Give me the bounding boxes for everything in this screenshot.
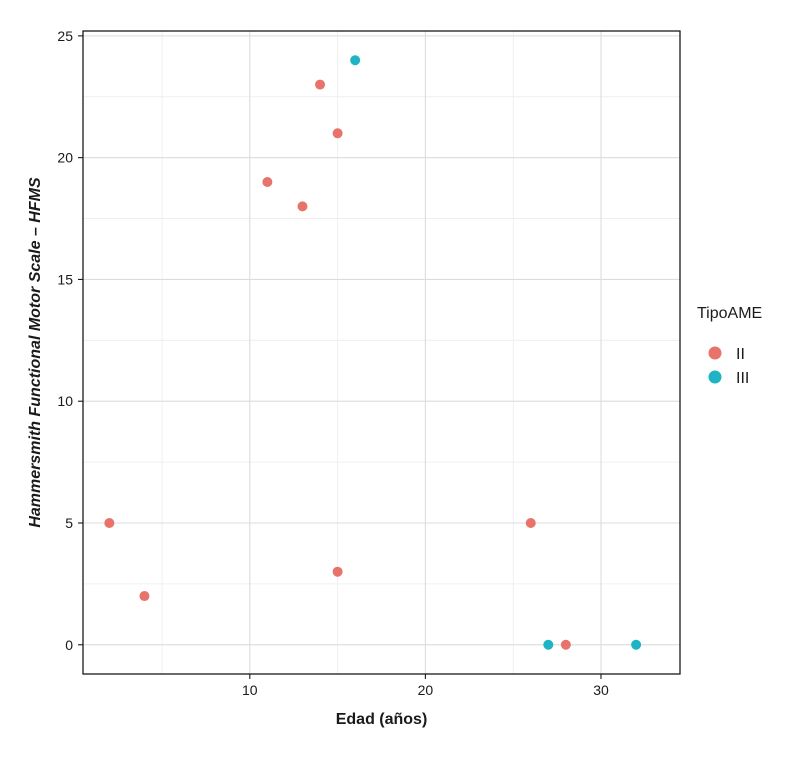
y-tick-label: 15 [57,271,73,287]
data-point-II [332,566,343,577]
x-tick-label: 10 [242,682,258,698]
data-point-II [104,517,115,528]
data-point-II [262,177,273,188]
legend-key-III [708,370,722,384]
data-point-III [631,639,642,650]
legend-title: TipoAME [697,305,762,322]
y-tick-label: 5 [65,515,73,531]
y-tick-label: 25 [57,28,73,44]
y-axis-title: Hammersmith Functional Motor Scale – HFM… [27,177,44,528]
data-point-II [315,79,326,90]
y-tick-label: 10 [57,393,73,409]
data-point-III [350,55,361,66]
y-tick-label: 0 [65,637,73,653]
x-tick-label: 20 [418,682,434,698]
axis-ticks: 10 20 30 0 5 10 15 20 25 [57,28,609,698]
data-point-II [560,639,571,650]
legend-key-II [708,346,722,360]
data-point-II [297,201,308,212]
data-point-II [139,591,150,602]
data-point-II [332,128,343,139]
y-tick-label: 20 [57,150,73,166]
data-point-II [525,517,536,528]
legend-label: II [736,346,745,363]
data-point-III [543,639,554,650]
x-tick-label: 30 [593,682,609,698]
x-axis-title: Edad (años) [336,711,428,728]
plot-frame [82,30,681,675]
grid-lines [83,31,680,674]
legend-label: III [736,370,749,387]
data-points [104,55,642,650]
